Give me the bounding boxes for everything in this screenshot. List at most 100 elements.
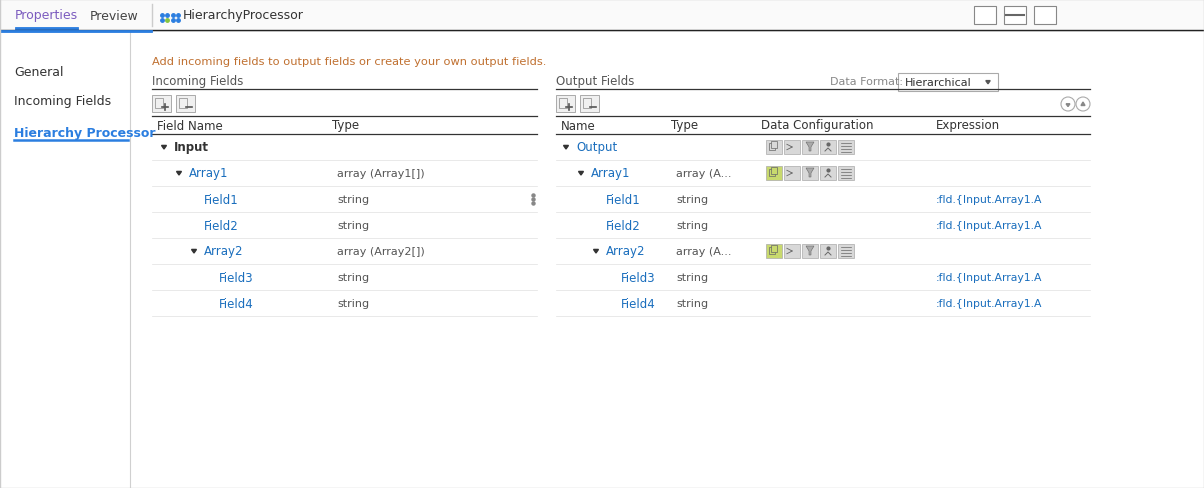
- FancyBboxPatch shape: [152, 264, 537, 290]
- FancyBboxPatch shape: [0, 31, 152, 33]
- Polygon shape: [805, 142, 814, 152]
- Text: string: string: [675, 195, 708, 204]
- FancyBboxPatch shape: [130, 33, 1204, 488]
- Text: Properties: Properties: [14, 9, 78, 22]
- Text: Field3: Field3: [219, 271, 254, 284]
- Text: Array2: Array2: [203, 245, 243, 258]
- FancyBboxPatch shape: [838, 167, 854, 181]
- FancyBboxPatch shape: [1034, 7, 1056, 25]
- Polygon shape: [579, 172, 584, 176]
- Polygon shape: [805, 246, 814, 256]
- FancyBboxPatch shape: [580, 96, 600, 113]
- Text: Hierarchical: Hierarchical: [905, 78, 972, 88]
- Text: string: string: [675, 298, 708, 308]
- FancyBboxPatch shape: [820, 167, 836, 181]
- Text: Array1: Array1: [189, 167, 229, 180]
- FancyBboxPatch shape: [176, 96, 195, 113]
- Text: Field1: Field1: [606, 193, 641, 206]
- FancyBboxPatch shape: [802, 244, 818, 259]
- Polygon shape: [594, 250, 598, 253]
- FancyBboxPatch shape: [771, 142, 777, 149]
- FancyBboxPatch shape: [556, 213, 1090, 239]
- FancyBboxPatch shape: [0, 33, 130, 488]
- FancyBboxPatch shape: [556, 264, 1090, 290]
- FancyBboxPatch shape: [556, 135, 1090, 161]
- Text: Input: Input: [175, 141, 209, 154]
- FancyBboxPatch shape: [766, 167, 783, 181]
- Text: Incoming Fields: Incoming Fields: [152, 75, 243, 88]
- Text: Field4: Field4: [219, 297, 254, 310]
- Circle shape: [1061, 98, 1075, 112]
- Text: Type: Type: [332, 119, 359, 132]
- Polygon shape: [161, 146, 166, 150]
- Text: string: string: [337, 272, 370, 283]
- FancyBboxPatch shape: [556, 239, 1090, 264]
- FancyBboxPatch shape: [802, 141, 818, 155]
- Text: Field3: Field3: [621, 271, 656, 284]
- Text: Expression: Expression: [936, 119, 1001, 132]
- Text: Field4: Field4: [621, 297, 656, 310]
- Polygon shape: [563, 146, 568, 150]
- FancyBboxPatch shape: [583, 99, 591, 109]
- Text: Output Fields: Output Fields: [556, 75, 635, 88]
- FancyBboxPatch shape: [784, 244, 799, 259]
- Text: string: string: [675, 221, 708, 230]
- FancyBboxPatch shape: [556, 290, 1090, 316]
- Text: Field1: Field1: [203, 193, 238, 206]
- Polygon shape: [805, 169, 814, 178]
- Text: :fld.{Input.Array1.A: :fld.{Input.Array1.A: [936, 298, 1043, 308]
- FancyBboxPatch shape: [556, 161, 1090, 186]
- FancyBboxPatch shape: [784, 141, 799, 155]
- Text: string: string: [337, 195, 370, 204]
- Text: array (Array1[]): array (Array1[]): [337, 169, 425, 179]
- Text: array (A...: array (A...: [675, 246, 732, 257]
- Text: Type: Type: [671, 119, 698, 132]
- Text: Data Configuration: Data Configuration: [761, 119, 873, 132]
- FancyBboxPatch shape: [0, 0, 1204, 32]
- FancyBboxPatch shape: [559, 99, 567, 109]
- FancyBboxPatch shape: [1004, 7, 1026, 25]
- FancyBboxPatch shape: [179, 99, 187, 109]
- Text: array (A...: array (A...: [675, 169, 732, 179]
- FancyBboxPatch shape: [152, 96, 171, 113]
- Text: string: string: [337, 298, 370, 308]
- Text: Field2: Field2: [203, 219, 238, 232]
- FancyBboxPatch shape: [556, 96, 576, 113]
- Text: string: string: [675, 272, 708, 283]
- Text: Hierarchy Processor: Hierarchy Processor: [14, 127, 155, 140]
- Text: HierarchyProcessor: HierarchyProcessor: [183, 9, 303, 22]
- Text: Add incoming fields to output fields or create your own output fields.: Add incoming fields to output fields or …: [152, 57, 547, 67]
- FancyBboxPatch shape: [838, 141, 854, 155]
- Text: :fld.{Input.Array1.A: :fld.{Input.Array1.A: [936, 272, 1043, 283]
- FancyBboxPatch shape: [974, 7, 996, 25]
- Text: Preview: Preview: [90, 9, 138, 22]
- Text: General: General: [14, 65, 64, 79]
- FancyBboxPatch shape: [556, 186, 1090, 213]
- FancyBboxPatch shape: [898, 74, 998, 92]
- Text: :fld.{Input.Array1.A: :fld.{Input.Array1.A: [936, 195, 1043, 204]
- Text: Incoming Fields: Incoming Fields: [14, 95, 111, 108]
- FancyBboxPatch shape: [771, 168, 777, 175]
- FancyBboxPatch shape: [766, 244, 783, 259]
- FancyBboxPatch shape: [155, 99, 163, 109]
- Polygon shape: [191, 250, 196, 253]
- Text: Field2: Field2: [606, 219, 641, 232]
- Polygon shape: [1081, 103, 1085, 106]
- Text: array (Array2[]): array (Array2[]): [337, 246, 425, 257]
- FancyBboxPatch shape: [152, 135, 537, 161]
- FancyBboxPatch shape: [14, 28, 78, 31]
- Circle shape: [1076, 98, 1090, 112]
- FancyBboxPatch shape: [820, 141, 836, 155]
- FancyBboxPatch shape: [152, 161, 537, 186]
- Text: string: string: [337, 221, 370, 230]
- FancyBboxPatch shape: [152, 239, 537, 264]
- FancyBboxPatch shape: [766, 141, 783, 155]
- FancyBboxPatch shape: [802, 167, 818, 181]
- Text: Name: Name: [561, 119, 596, 132]
- FancyBboxPatch shape: [784, 167, 799, 181]
- FancyBboxPatch shape: [152, 213, 537, 239]
- Text: Array2: Array2: [606, 245, 645, 258]
- Text: Array1: Array1: [591, 167, 631, 180]
- FancyBboxPatch shape: [820, 244, 836, 259]
- Text: Output: Output: [576, 141, 618, 154]
